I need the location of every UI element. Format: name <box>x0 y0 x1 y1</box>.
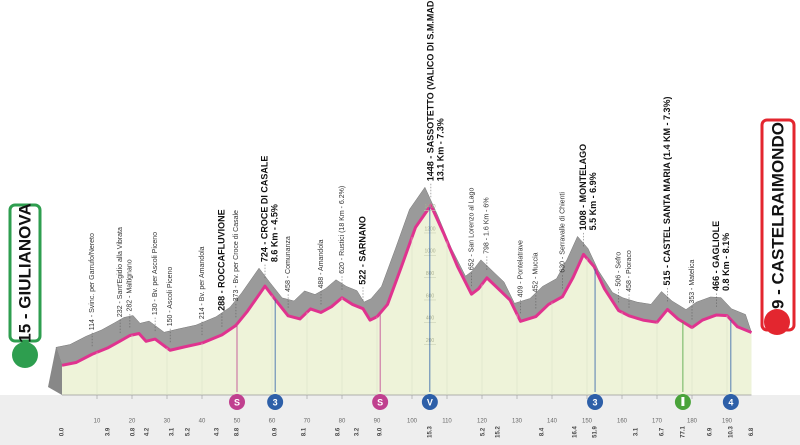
annotation-label: 1008 - MONTELAGO <box>578 144 588 231</box>
x-tick-label: 60 <box>269 419 276 425</box>
x-tick-label: 20 <box>129 419 136 425</box>
x-tick-label: 180 <box>687 419 698 425</box>
annotation-label: 282 - Maltignano <box>127 259 134 311</box>
finish-label: 309 - CASTELRAIMONDO <box>768 122 787 328</box>
x-tick-label: 170 <box>652 419 663 425</box>
annotation-sublabel: 5.5 Km - 6.9% <box>588 172 598 230</box>
x-tick-label: 30 <box>164 419 171 425</box>
segment-label: 3.9 <box>105 427 111 436</box>
x-tick-label: 140 <box>547 419 558 425</box>
annotation-label: 114 - Svinc. per Garrufo/Nereto <box>89 233 96 330</box>
icon <box>722 394 739 410</box>
icon <box>372 394 389 410</box>
annotation-label: 452 - Muccia <box>533 252 540 292</box>
annotation-label: 288 - ROCCAFLUVIONE <box>216 209 226 311</box>
annotation-label: 150 - Ascoli Piceno <box>167 267 174 327</box>
segment-label: 77.1 <box>680 426 686 438</box>
icon-label: S <box>234 397 240 407</box>
segment-label: 3.2 <box>355 427 361 436</box>
x-tick-label: 50 <box>234 419 241 425</box>
profile-front-face <box>62 205 752 395</box>
segment-label: 6.7 <box>659 427 665 436</box>
x-tick-label: 130 <box>512 419 523 425</box>
annotation-label: 630 - Serravalle di Chienti <box>559 192 566 273</box>
icon-label: V <box>427 397 433 407</box>
annotation-label: 798 - 1.6 Km - 6% <box>484 197 491 253</box>
annotation-label: 506 - Sefro <box>615 252 622 287</box>
x-tick-label: 70 <box>304 419 311 425</box>
annotation-label: 409 - Pontelatrave <box>517 240 524 297</box>
icon-glyph <box>681 397 685 406</box>
annotation-sublabel: 13.1 Km - 7.3% <box>435 118 445 181</box>
annotation-label: 458 - Comunanza <box>285 236 292 292</box>
icon-label: S <box>377 397 383 407</box>
x-tick-label: 190 <box>722 419 733 425</box>
segment-label: 6.9 <box>707 427 713 436</box>
annotation-sublabel: 0.8 Km - 8.1% <box>721 233 731 291</box>
annotation-label: 652 - San Lorenzo al Lago <box>468 188 475 271</box>
x-tick-label: 150 <box>582 419 593 425</box>
icon-label: 4 <box>728 397 733 407</box>
segment-label: 15.3 <box>427 426 433 438</box>
finish-marker: 309 - CASTELRAIMONDO <box>760 118 796 335</box>
annotation-label: 353 - Matelica <box>689 259 696 303</box>
annotation-label: 458 - Pioraco <box>626 250 633 292</box>
annotation-label: 373 - Bv. per Croce di Casale <box>233 210 240 301</box>
x-tick-label: 110 <box>442 419 452 425</box>
annotation-label: 620 - Rustici (18 Km - 6.2%) <box>339 186 346 274</box>
x-tick-label: 100 <box>407 419 418 425</box>
finish-icon <box>764 309 790 335</box>
segment-label: 10.3 <box>728 426 734 438</box>
segment-label: 51.9 <box>593 426 599 438</box>
x-tick-label: 160 <box>617 419 628 425</box>
segment-label: 15.2 <box>496 426 502 438</box>
footer-band <box>0 395 800 445</box>
annotation-label: 466 - GAGLIOLE <box>711 221 721 291</box>
start-icon <box>12 342 38 368</box>
annotation-label: 232 - Sant'Egidio alla Vibrata <box>117 227 124 317</box>
x-tick-label: 120 <box>477 419 488 425</box>
x-tick-label: 80 <box>339 419 346 425</box>
segment-label: 5.2 <box>481 427 487 436</box>
icon <box>267 394 284 410</box>
icon-label: 3 <box>593 397 598 407</box>
annotation-label: 522 - SARNANO <box>357 216 367 285</box>
start-label: 15 - GIULIANOVA <box>15 203 34 342</box>
segment-label: 8.4 <box>539 427 545 436</box>
annotation-label: 724 - CROCE DI CASALE <box>259 156 269 263</box>
segment-label: 5.2 <box>186 427 192 436</box>
segment-label: 4.3 <box>215 427 221 436</box>
segment-label: 0.0 <box>60 427 66 436</box>
segment-label: 8.1 <box>301 427 307 436</box>
segment-label: 6.8 <box>749 427 755 436</box>
profile-side-face <box>48 347 62 395</box>
annotation-label: 515 - CASTEL SANTA MARIA (1.4 KM - 7.3%) <box>662 96 672 285</box>
segment-label: 8.6 <box>336 427 342 436</box>
segment-label: 4.2 <box>145 427 151 436</box>
icon <box>587 394 604 410</box>
annotation-label: 214 - Bv. per Amandola <box>199 246 206 319</box>
segment-label: 8.8 <box>235 427 241 436</box>
annotation-label: 1448 - SASSOTETTO (VALICO DI S.M.MADDALE… <box>425 0 435 181</box>
profile-line <box>61 203 753 367</box>
x-tick-label: 90 <box>374 419 381 425</box>
segment-label: 0.8 <box>131 427 137 436</box>
segment-label: 0.9 <box>273 427 279 436</box>
x-tick-label: 10 <box>94 419 101 425</box>
annotation-sublabel: 8.6 Km - 4.5% <box>269 204 279 262</box>
segment-label: 16.4 <box>573 426 579 438</box>
annotation-label: 130 - Bv. per Ascoli Piceno <box>152 232 159 315</box>
x-tick-label: 40 <box>199 419 206 425</box>
segment-label: 9.0 <box>378 427 384 436</box>
segment-label: 3.1 <box>634 427 640 436</box>
segment-label: 3.1 <box>169 427 175 436</box>
icon-label: 3 <box>273 397 278 407</box>
icon <box>421 394 438 410</box>
start-box <box>8 203 42 343</box>
start-marker: 15 - GIULIANOVA <box>8 203 42 368</box>
annotation-label: 488 - Amandola <box>318 239 325 288</box>
icon <box>229 394 245 410</box>
